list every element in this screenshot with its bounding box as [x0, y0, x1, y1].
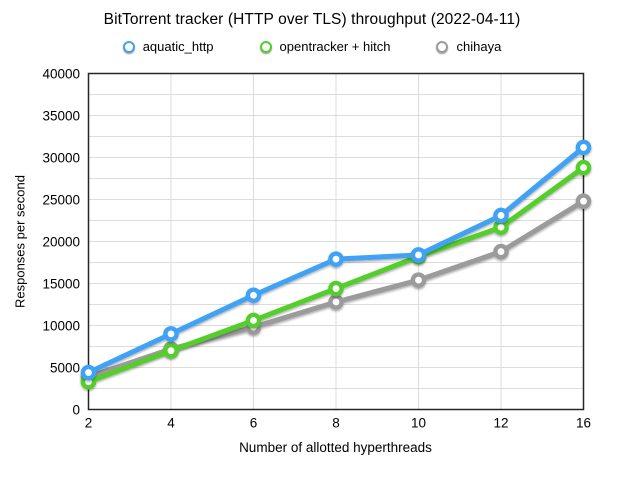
data-point-center	[332, 255, 340, 263]
legend-item-opentracker-hitch: opentracker + hitch	[259, 39, 391, 54]
x-tick-label: 6	[250, 416, 258, 431]
data-point-center	[167, 330, 175, 338]
x-tick-label: 16	[576, 416, 591, 431]
data-point-center	[332, 298, 340, 306]
y-tick-label: 0	[72, 402, 80, 417]
chart-legend: aquatic_http opentracker + hitch chihaya	[0, 39, 624, 54]
plot-frame	[87, 72, 585, 411]
data-point-center	[415, 276, 422, 284]
data-point-center	[580, 164, 587, 171]
legend-label: aquatic_http	[142, 39, 214, 54]
x-tick-label: 10	[411, 416, 426, 431]
x-tick-label: 12	[493, 416, 508, 431]
data-point-center	[85, 369, 92, 376]
chart-title: BitTorrent tracker (HTTP over TLS) throu…	[103, 11, 521, 28]
y-tick-label: 5000	[50, 360, 80, 375]
x-axis-title: Number of allotted hyperthreads	[239, 440, 432, 455]
x-tick-label: 2	[85, 416, 93, 431]
data-point-center	[415, 251, 422, 259]
y-tick-label: 40000	[42, 66, 80, 81]
y-tick-label: 15000	[42, 276, 80, 291]
y-tick-label: 30000	[42, 150, 80, 165]
data-point-center	[580, 197, 587, 205]
y-tick-label: 20000	[42, 234, 80, 249]
series-aquatic-http	[80, 139, 592, 381]
legend-item-chihaya: chihaya	[436, 39, 501, 54]
data-point-center	[167, 347, 175, 355]
y-tick-label: 10000	[42, 318, 80, 333]
data-point-center	[332, 285, 340, 292]
y-tick-label: 25000	[42, 192, 80, 207]
data-point-center	[497, 223, 505, 231]
data-point-center	[580, 144, 587, 151]
y-tick-label: 35000	[42, 108, 80, 123]
legend-label: opentracker + hitch	[279, 39, 391, 54]
x-tick-label: 4	[167, 416, 175, 431]
legend-marker-icon	[259, 40, 272, 53]
data-point-center	[250, 317, 257, 324]
x-tick-label: 8	[332, 416, 340, 431]
data-point-center	[497, 248, 505, 255]
data-point-center	[497, 212, 505, 219]
data-point-center	[250, 291, 257, 299]
legend-marker-icon	[436, 40, 449, 53]
legend-label: chihaya	[456, 39, 502, 54]
legend-item-aquatic-http: aquatic_http	[122, 39, 214, 54]
legend-marker-icon	[122, 40, 135, 53]
